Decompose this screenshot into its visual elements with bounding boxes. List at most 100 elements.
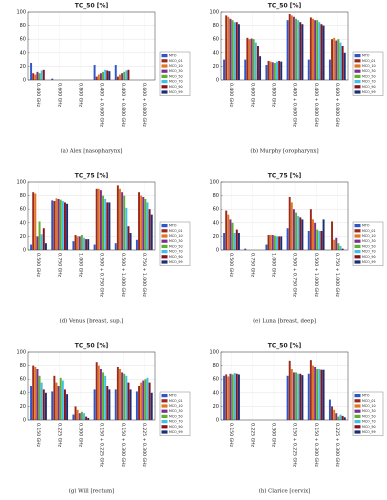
bar bbox=[99, 73, 102, 80]
y-tick-label: 0 bbox=[216, 248, 219, 254]
y-tick-label: 60 bbox=[213, 37, 219, 43]
legend-label: MCO_70 bbox=[169, 80, 183, 84]
bar bbox=[320, 230, 323, 250]
bar bbox=[339, 42, 342, 80]
bar bbox=[288, 360, 291, 420]
bar bbox=[299, 373, 302, 420]
bar bbox=[337, 39, 340, 80]
bar bbox=[146, 202, 149, 250]
bar bbox=[271, 235, 274, 250]
bar bbox=[36, 71, 39, 80]
bar bbox=[40, 234, 43, 250]
y-tick-label: 60 bbox=[213, 377, 219, 383]
axes-frame bbox=[220, 181, 349, 251]
bar bbox=[108, 71, 111, 80]
bar bbox=[244, 59, 247, 80]
x-tick-label: 0.225 GHz bbox=[249, 423, 255, 448]
legend-label: MTO bbox=[169, 224, 177, 228]
bar bbox=[42, 228, 45, 250]
bar bbox=[97, 365, 100, 420]
legend-swatch bbox=[354, 404, 361, 408]
bar bbox=[93, 65, 96, 80]
chart-panel: 0 20 40 60 80 100 0.400 GHz 0.600 GHz 0.800 GHz 0… bbox=[16, 3, 191, 155]
axes-frame bbox=[220, 351, 349, 421]
bar bbox=[331, 406, 334, 420]
bar bbox=[114, 65, 117, 80]
plot-area bbox=[221, 182, 348, 250]
bar bbox=[233, 373, 236, 420]
bar bbox=[316, 20, 319, 80]
legend-label: MCO_90 bbox=[169, 425, 183, 429]
x-tick-label: 0.300 GHz bbox=[270, 423, 276, 448]
legend-label: MTO bbox=[169, 394, 177, 398]
legend-label: MCO_70 bbox=[169, 250, 183, 254]
bar bbox=[44, 243, 47, 250]
x-tick-label: 0.400 GHz bbox=[35, 83, 41, 108]
y-tick-label: 40 bbox=[20, 50, 26, 56]
bar bbox=[87, 417, 90, 420]
bar bbox=[97, 188, 100, 250]
bar bbox=[318, 369, 321, 420]
legend-swatch bbox=[161, 260, 168, 264]
legend-swatch bbox=[161, 399, 168, 403]
bar bbox=[36, 236, 39, 250]
legend-swatch bbox=[161, 420, 168, 424]
legend-swatch bbox=[354, 399, 361, 403]
bar bbox=[295, 18, 298, 80]
bar bbox=[40, 70, 43, 80]
bar bbox=[337, 243, 340, 250]
bar bbox=[61, 380, 64, 420]
bar bbox=[267, 235, 270, 250]
x-tick-label: 0.400 + 0.800 GHz bbox=[313, 83, 319, 128]
y-tick-label: 80 bbox=[20, 23, 26, 29]
bar bbox=[231, 222, 234, 250]
legend-swatch bbox=[354, 64, 361, 68]
bar bbox=[295, 212, 298, 250]
bar bbox=[116, 185, 119, 250]
legend-swatch bbox=[354, 250, 361, 254]
bar bbox=[30, 386, 33, 420]
legend-swatch bbox=[354, 54, 361, 58]
bar bbox=[280, 61, 283, 80]
bar bbox=[83, 237, 85, 250]
legend-swatch bbox=[161, 409, 168, 413]
y-tick-label: 0 bbox=[23, 418, 26, 424]
bar bbox=[140, 195, 143, 250]
bar bbox=[106, 202, 109, 250]
bar bbox=[288, 14, 291, 80]
bar bbox=[244, 248, 247, 250]
legend-swatch bbox=[354, 409, 361, 413]
y-tick-label: 60 bbox=[20, 37, 26, 43]
bar bbox=[102, 372, 105, 420]
chart-title: TC_50 [%] bbox=[75, 3, 109, 10]
bar bbox=[76, 409, 79, 420]
legend-label: MCO_30 bbox=[169, 69, 183, 73]
bar bbox=[123, 71, 126, 80]
legend-swatch bbox=[161, 404, 168, 408]
bar bbox=[312, 219, 314, 250]
bar bbox=[314, 20, 317, 80]
bar bbox=[121, 192, 124, 250]
legend-label: MCO_01 bbox=[169, 229, 183, 233]
bar bbox=[273, 63, 276, 80]
bar bbox=[59, 377, 62, 420]
legend-swatch bbox=[354, 80, 361, 84]
bar bbox=[314, 222, 317, 250]
chart-title: TC_50 [%] bbox=[268, 343, 302, 350]
bar bbox=[225, 15, 228, 80]
y-tick-label: 80 bbox=[213, 363, 219, 369]
y-tick-label: 60 bbox=[20, 377, 26, 383]
bar bbox=[125, 207, 128, 250]
bar bbox=[333, 37, 336, 80]
bar bbox=[114, 243, 117, 250]
bar bbox=[328, 59, 331, 80]
bar bbox=[276, 61, 278, 80]
bar bbox=[250, 38, 253, 80]
y-tick-label: 0 bbox=[216, 78, 219, 84]
x-tick-label: 0.225 + 0.300 GHz bbox=[141, 423, 147, 468]
y-tick-label: 20 bbox=[20, 64, 26, 70]
bar bbox=[299, 22, 302, 80]
y-tick-label: 40 bbox=[20, 390, 26, 396]
x-tick-label: 0.600 GHz bbox=[56, 83, 62, 108]
